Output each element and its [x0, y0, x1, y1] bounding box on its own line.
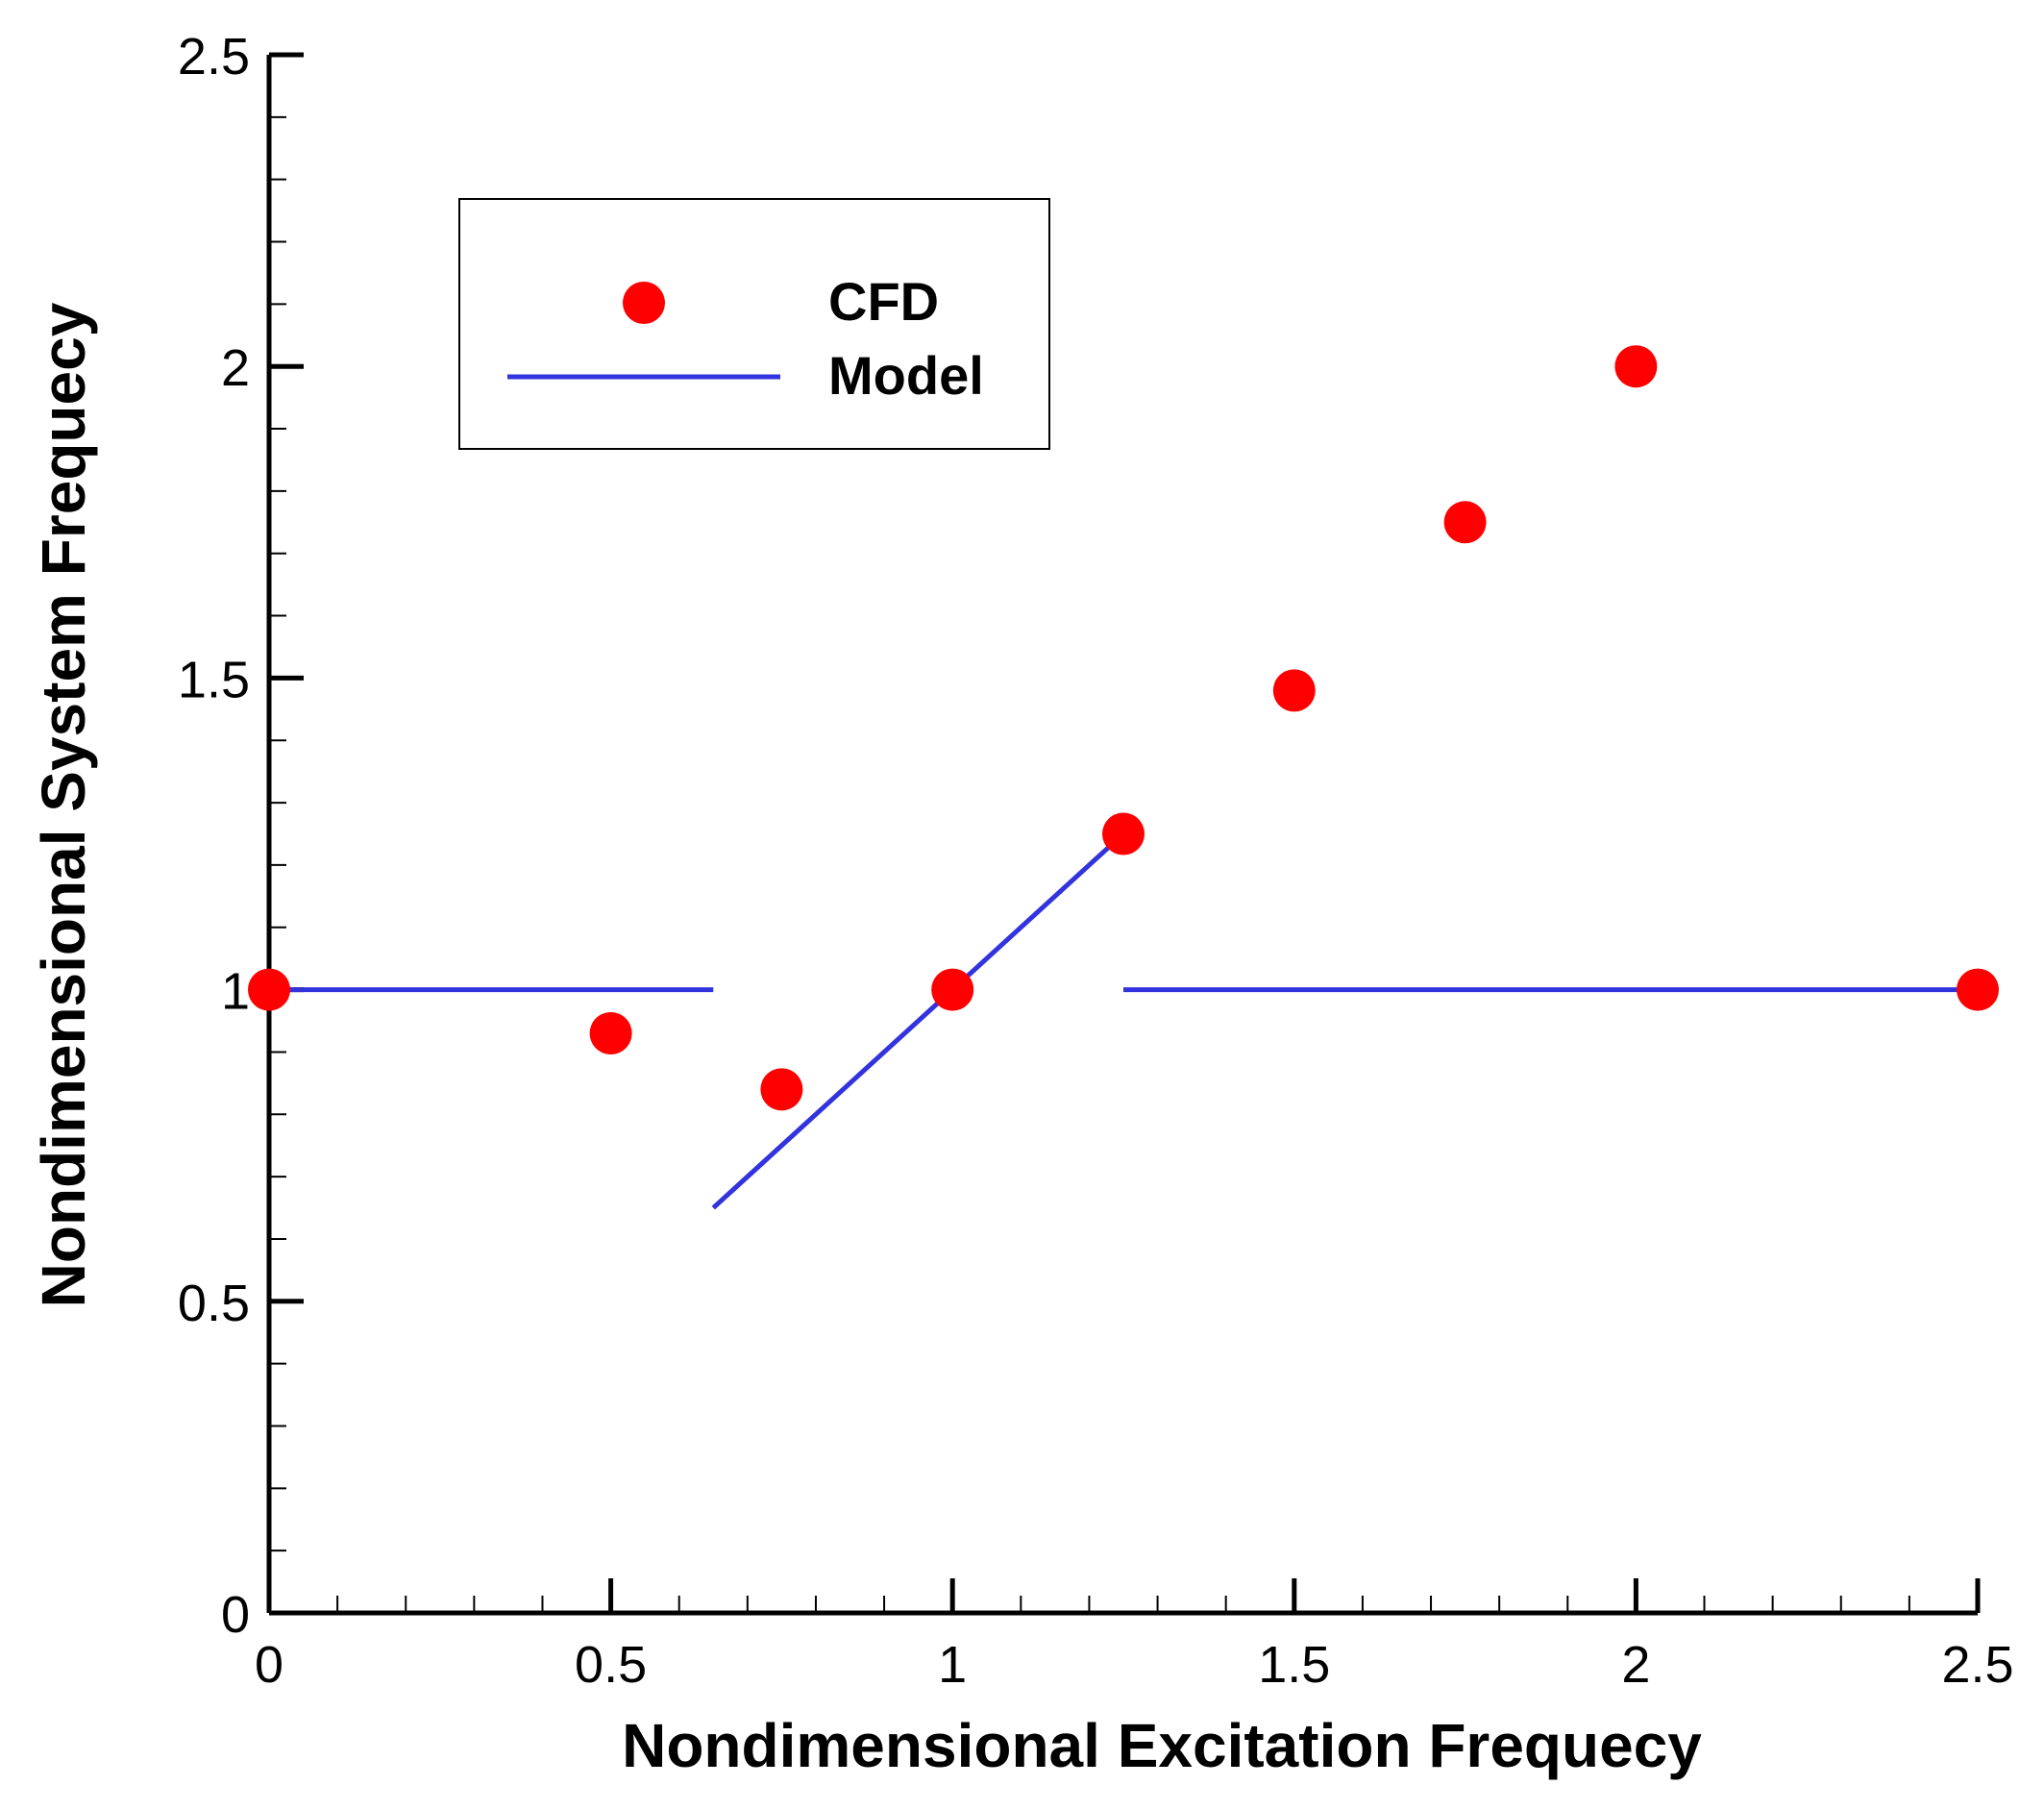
legend-model-label: Model	[828, 345, 984, 406]
y-tick-label: 2.5	[178, 28, 250, 86]
x-tick-label: 1.5	[1258, 1636, 1330, 1694]
y-tick-label: 1	[221, 963, 250, 1021]
cfd-point	[1614, 345, 1658, 388]
axis-titles: Nondimensional Excitation Frequecy Nondim…	[29, 302, 1702, 1780]
x-tick-label: 2.5	[1941, 1636, 2013, 1694]
x-tick-label: 2	[1621, 1636, 1650, 1694]
legend-cfd-label: CFD	[828, 271, 939, 332]
cfd-point	[248, 968, 290, 1011]
legend: CFD Model	[458, 198, 1050, 450]
y-tick-label: 0.5	[178, 1275, 250, 1332]
x-tick-label: 0.5	[575, 1636, 647, 1694]
cfd-point	[760, 1068, 803, 1111]
cfd-point	[931, 968, 974, 1011]
x-tick-label: 1	[938, 1636, 967, 1694]
cfd-point	[1443, 501, 1487, 544]
model-line-segment	[711, 831, 1125, 1210]
cfd-point	[589, 1011, 632, 1054]
legend-cfd-marker	[623, 282, 665, 324]
plot-area	[248, 345, 1999, 1210]
axes: 0 0.5 1 1.5 2 2.5 0 0.5 1 1.5 2 2.5	[178, 28, 2014, 1694]
cfd-point	[1957, 968, 1999, 1011]
cfd-point	[1272, 669, 1316, 712]
cfd-point	[1102, 812, 1145, 855]
y-tick-label: 1.5	[178, 651, 250, 708]
y-tick-label: 2	[221, 339, 250, 397]
x-tick-label: 0	[255, 1636, 283, 1694]
legend-box	[458, 198, 1050, 450]
x-axis-title: Nondimensional Excitation Frequecy	[622, 1711, 1702, 1780]
y-axis-title: Nondimensional System Frequecy	[29, 302, 98, 1307]
y-tick-label: 0	[221, 1586, 250, 1644]
